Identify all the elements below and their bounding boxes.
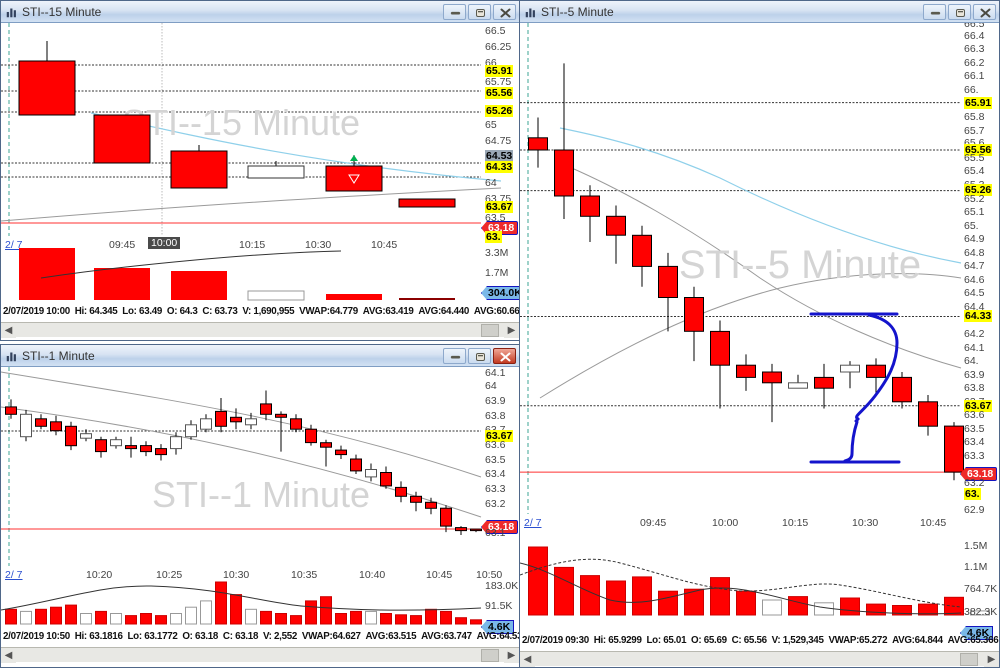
svg-text:STI--5 Minute: STI--5 Minute — [679, 243, 921, 287]
svg-text:STI--15 Minute: STI--15 Minute — [122, 102, 360, 143]
svg-text:STI--1 Minute: STI--1 Minute — [152, 474, 370, 515]
